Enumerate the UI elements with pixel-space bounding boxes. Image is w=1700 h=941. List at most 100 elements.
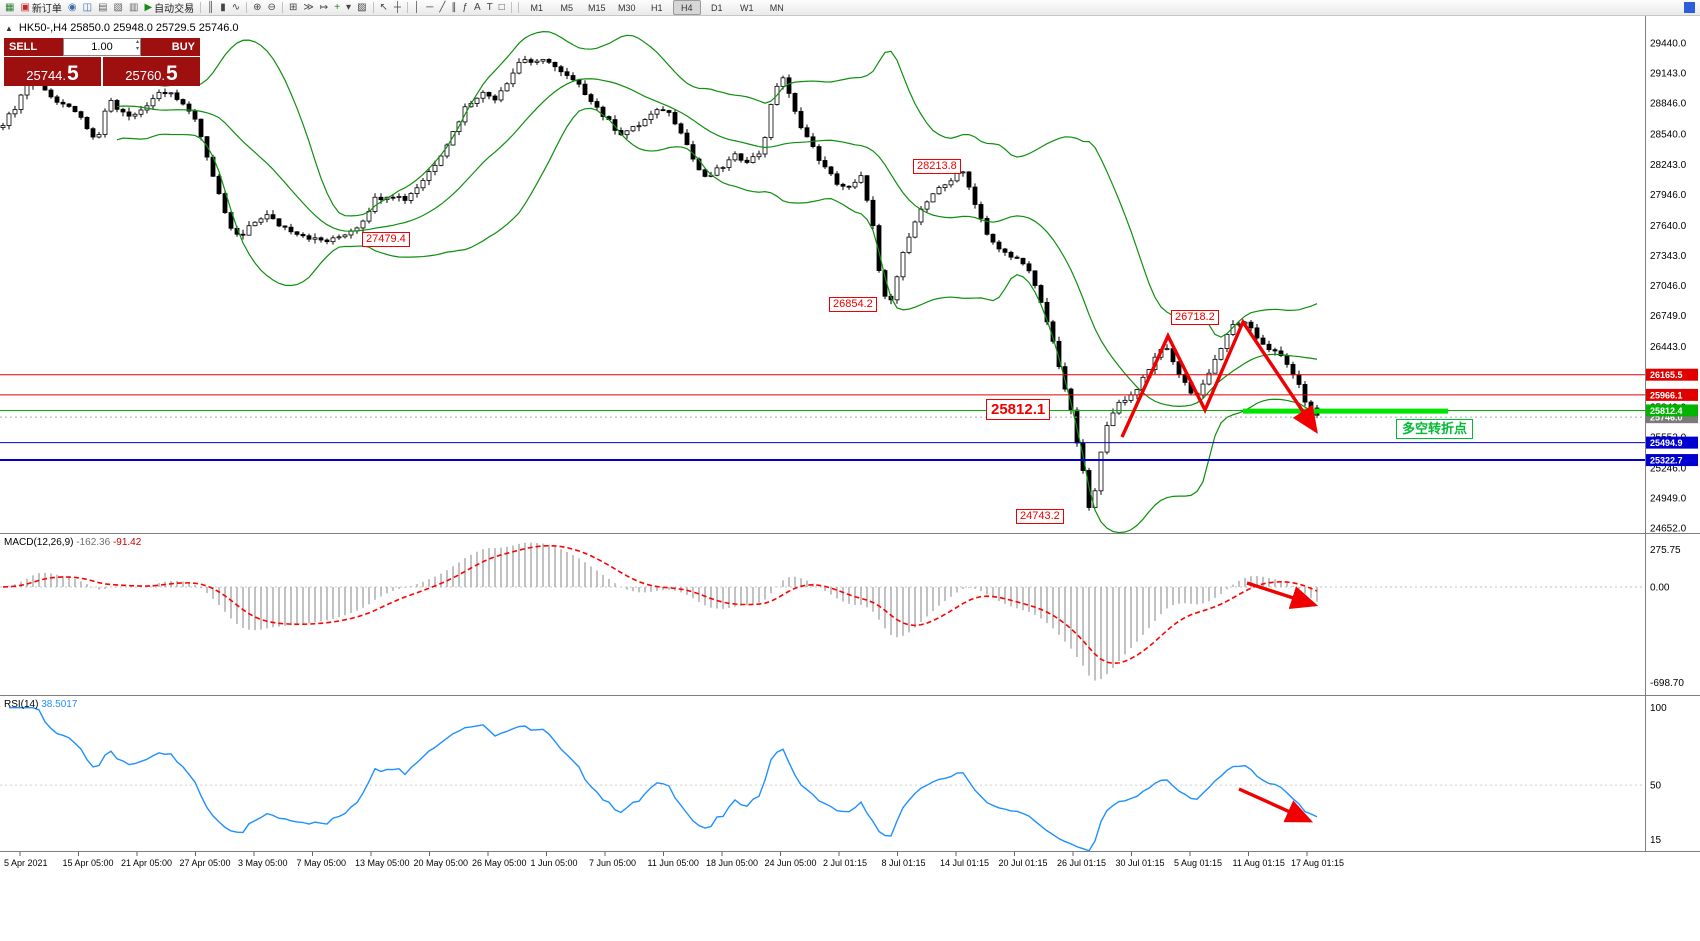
svg-text:8 Jul 01:15: 8 Jul 01:15 [882, 858, 926, 868]
buy-button[interactable]: BUY [141, 38, 200, 56]
price-tag [1646, 368, 1698, 381]
crosshair-icon: ┼ [393, 1, 401, 13]
svg-text:28243.0: 28243.0 [1650, 160, 1687, 171]
periods-button[interactable]: ▾ [343, 0, 354, 16]
market-watch-button[interactable]: ◫ [80, 0, 95, 16]
templates-button[interactable]: ▨ [354, 0, 369, 16]
svg-text:25494.9: 25494.9 [1650, 438, 1683, 448]
price-tag [1646, 436, 1698, 449]
timeframe-m1[interactable]: M1 [530, 2, 544, 13]
svg-text:11 Jun 05:00: 11 Jun 05:00 [648, 858, 699, 868]
buy-price-main: 25760. [125, 68, 166, 83]
zoom-in-icon: ⊕ [253, 1, 262, 13]
svg-text:15: 15 [1650, 835, 1662, 846]
terminal-button[interactable]: ▥ [126, 0, 141, 16]
svg-text:28540.0: 28540.0 [1650, 130, 1687, 141]
volume-stepper[interactable]: ▴ ▾ [136, 39, 139, 53]
indicators-button[interactable]: + [331, 0, 343, 16]
macd-value-signal: -91.42 [112, 537, 142, 548]
candlestick-chart-button[interactable]: ▮ [217, 0, 229, 16]
toolbar-separator [281, 2, 283, 13]
bollinger-band [116, 78, 1318, 407]
toolbar-separator [200, 2, 202, 13]
navigator-button[interactable]: ▧ [111, 0, 126, 16]
svg-text:29440.0: 29440.0 [1650, 39, 1687, 50]
rsi-name: RSI(14) [4, 699, 39, 710]
svg-text:2 Jul 01:15: 2 Jul 01:15 [823, 858, 867, 868]
cursor-button[interactable]: ↖ [377, 0, 391, 16]
svg-text:7 May 05:00: 7 May 05:00 [297, 858, 347, 868]
line-chart-button[interactable]: ∿ [229, 0, 243, 16]
rsi-line [9, 707, 1318, 852]
bar-chart-button[interactable]: ║ [204, 0, 217, 16]
svg-text:27343.0: 27343.0 [1650, 251, 1687, 262]
zoom-out-button[interactable]: ⊖ [265, 0, 279, 16]
periods-icon: ▾ [346, 1, 352, 13]
rsi-value: 38.5017 [41, 699, 78, 710]
volume-input[interactable]: 1.00 ▴ ▾ [63, 38, 141, 56]
timeframe-m30[interactable]: M30 [618, 2, 636, 13]
auto-trading-button[interactable]: ▶ 自动交易 [141, 0, 197, 16]
auto-scroll-button[interactable]: ≫ [300, 0, 316, 16]
sell-price[interactable]: 25744. 5 [4, 57, 101, 86]
zoom-in-button[interactable]: ⊕ [250, 0, 264, 16]
auto-trading-button-label: 自动交易 [154, 4, 195, 15]
shapes-button[interactable]: □ [496, 0, 508, 16]
open-account-icon-icon: ◉ [67, 1, 77, 13]
oneclick-collapse-icon[interactable]: ▲ [5, 23, 13, 33]
timeframe-w1[interactable]: W1 [740, 2, 754, 13]
svg-text:5 Aug 01:15: 5 Aug 01:15 [1174, 858, 1222, 868]
timeframe-mn[interactable]: MN [769, 2, 784, 13]
horizontal-line-button[interactable]: ─ [423, 0, 436, 16]
text-icon: A [473, 1, 481, 13]
svg-text:24652.0: 24652.0 [1650, 524, 1687, 535]
chart-shift-button[interactable]: ↦ [317, 0, 331, 16]
buy-price[interactable]: 25760. 5 [103, 57, 200, 86]
svg-text:14 Jul 01:15: 14 Jul 01:15 [940, 858, 989, 868]
symbol-ohlc-text: HK50-,H4 25850.0 25948.0 25729.5 25746.0 [18, 22, 239, 34]
terminal-icon: ▥ [129, 1, 139, 13]
label-button[interactable]: T [484, 0, 496, 16]
svg-text:29143.0: 29143.0 [1650, 69, 1687, 80]
open-account-icon[interactable]: ◉ [65, 0, 80, 16]
channel-button[interactable]: ∥ [448, 0, 459, 16]
new-order-icon: ▣ [20, 1, 30, 13]
timeframe-h4[interactable]: H4 [672, 0, 701, 15]
timeframe-h1[interactable]: H1 [651, 2, 663, 13]
volume-down-icon[interactable]: ▾ [135, 46, 139, 52]
new-chart-button[interactable]: ▦ [2, 0, 17, 16]
symbol-info: ▲ HK50-,H4 25850.0 25948.0 25729.5 25746… [5, 22, 239, 34]
trend-arrow-macd [1246, 581, 1319, 609]
new-order-button[interactable]: ▣ 新订单 [17, 0, 64, 16]
vertical-line-button[interactable]: │ [411, 0, 423, 16]
fibonacci-button[interactable]: ƒ [459, 0, 471, 16]
sell-button[interactable]: SELL [4, 38, 63, 56]
macd-histogram [8, 542, 1318, 681]
timeframe-m5[interactable]: M5 [560, 2, 574, 13]
volume-up-icon[interactable]: ▴ [135, 39, 139, 45]
docked-window-icon[interactable] [1684, 2, 1695, 13]
rsi-label: RSI(14) 38.5017 [4, 699, 77, 710]
candles-group [0, 55, 1320, 511]
bar-chart-icon: ║ [207, 1, 215, 13]
buy-price-pip: 5 [166, 62, 178, 85]
tile-windows-button[interactable]: ⊞ [286, 0, 300, 16]
timeframe-d1[interactable]: D1 [711, 2, 723, 13]
svg-text:27046.0: 27046.0 [1650, 281, 1687, 292]
svg-text:27640.0: 27640.0 [1650, 221, 1687, 232]
svg-text:27946.0: 27946.0 [1650, 190, 1687, 201]
text-button[interactable]: A [471, 0, 484, 16]
bollinger-band [116, 107, 1318, 534]
svg-text:26443.0: 26443.0 [1650, 342, 1687, 353]
toolbar: ▦ ▣ 新订单 ◉ ◫ ▤ ▧ ▥ ▶ 自动交易 ║ ▮ ∿ ⊕ ⊖ ⊞ ≫ ↦ + ▾ ▨ ↖ ┼ │ ─ ╱ ∥ ƒ A T □ M1 M5… [0, 0, 1700, 16]
timeframe-m15[interactable]: M15 [588, 2, 606, 13]
data-window-button[interactable]: ▤ [95, 0, 110, 16]
trendline-button[interactable]: ╱ [436, 0, 448, 16]
crosshair-button[interactable]: ┼ [391, 0, 404, 16]
macd-signal-line [2, 544, 1318, 665]
svg-text:11 Aug 01:15: 11 Aug 01:15 [1233, 858, 1285, 868]
svg-text:13 May 05:00: 13 May 05:00 [355, 858, 410, 868]
data-window-icon: ▤ [98, 1, 108, 13]
